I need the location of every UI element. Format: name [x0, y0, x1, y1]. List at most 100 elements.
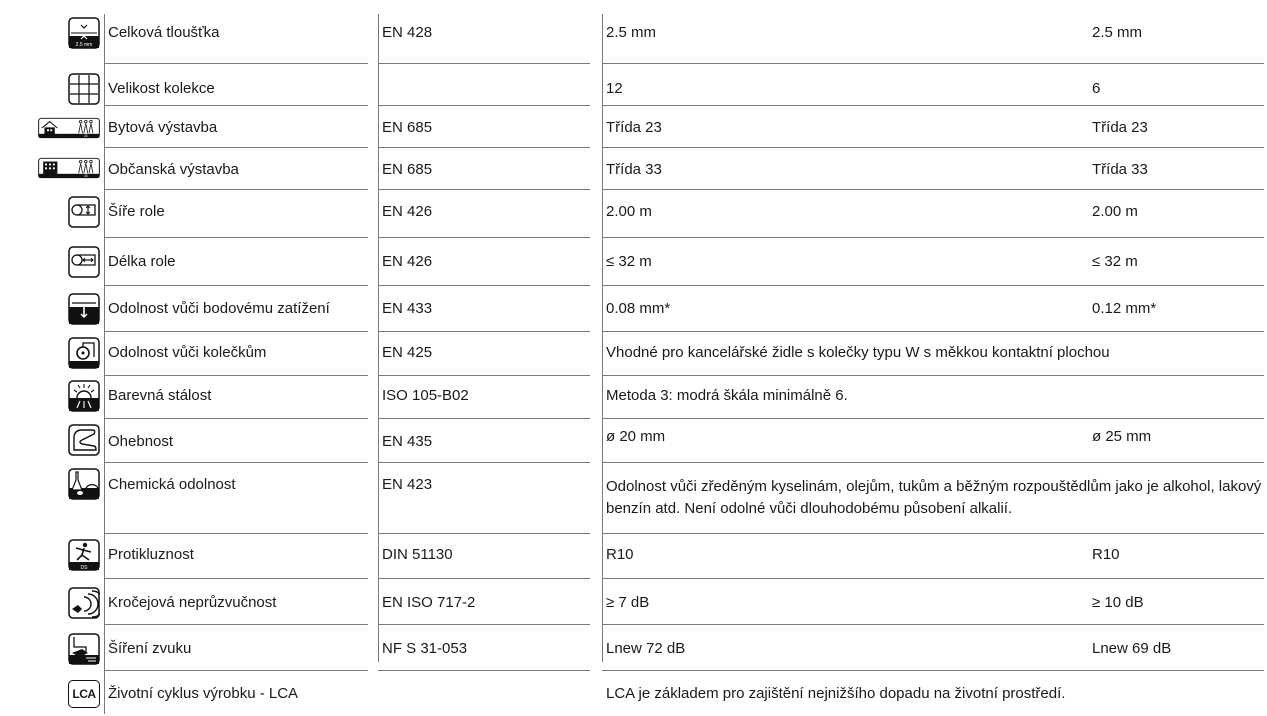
table-row: 33 Občanská výstavba EN 685 Třída 33 Tří… [0, 150, 1267, 186]
property-label: Bytová výstavba [108, 119, 218, 136]
norm-value: EN 425 [382, 344, 433, 361]
property-label: Protikluznost [108, 546, 194, 563]
value-variant-2: 0.12 mm* [1092, 300, 1157, 317]
value-variant-1: Třída 33 [606, 161, 662, 178]
commercial-class-label: 33 [84, 174, 88, 178]
row-divider [378, 670, 590, 671]
value-variant-2: Lnew 69 dB [1092, 640, 1172, 657]
table-row: Velikost kolekce 12 6 [0, 72, 1267, 106]
row-divider [378, 63, 590, 64]
property-label: Chemická odolnost [108, 476, 236, 493]
value-variant-2: ø 25 mm [1092, 428, 1152, 445]
property-label: Šíře role [108, 203, 165, 220]
column-divider [378, 14, 379, 662]
norm-value: NF S 31-053 [382, 640, 468, 657]
table-row: Šíře role EN 426 2.00 m 2.00 m [0, 194, 1267, 230]
table-row: Délka role EN 426 ≤ 32 m ≤ 32 m [0, 244, 1267, 280]
row-divider [602, 105, 1264, 106]
row-divider [602, 237, 1264, 238]
row-divider [602, 375, 1264, 376]
row-divider [602, 63, 1264, 64]
table-row: Šíření zvuku NF S 31-053 Lnew 72 dB Lnew… [0, 630, 1267, 668]
value-variant-2: 6 [1092, 80, 1101, 97]
impact-sound-icon [38, 584, 100, 622]
row-divider [104, 533, 368, 534]
row-divider [378, 624, 590, 625]
value-note: Odolnost vůči zředěným kyselinám, olejům… [606, 478, 1262, 517]
thickness-icon: 2.5 mm [38, 14, 100, 52]
lca-icon: LCA [38, 676, 100, 712]
value-variant-1: 2.00 m [606, 203, 652, 220]
row-divider [104, 63, 368, 64]
row-divider [104, 418, 368, 419]
table-row: 2.5 mm Celková tloušťka EN 428 2.5 mm 2.… [0, 14, 1267, 52]
norm-value: EN 426 [382, 253, 433, 270]
norm-value: EN 423 [382, 476, 433, 493]
row-divider [104, 375, 368, 376]
flexibility-icon [38, 422, 100, 458]
property-label: Délka role [108, 253, 176, 270]
row-divider [104, 462, 368, 463]
row-divider [104, 285, 368, 286]
property-label: Odolnost vůči bodovému zatížení [108, 300, 330, 317]
row-divider [602, 462, 1264, 463]
property-label: Šíření zvuku [108, 640, 192, 657]
property-label: Barevná stálost [108, 387, 212, 404]
row-divider [378, 285, 590, 286]
roll-width-icon [38, 194, 100, 230]
row-divider [104, 147, 368, 148]
property-label: Odolnost vůči kolečkům [108, 344, 267, 361]
value-variant-1: ø 20 mm [606, 428, 666, 445]
value-variant-2: R10 [1092, 546, 1120, 563]
norm-value: EN 426 [382, 203, 433, 220]
point-load-icon [38, 290, 100, 328]
row-divider [378, 375, 590, 376]
value-note: Metoda 3: modrá škála minimálně 6. [606, 387, 848, 404]
value-variant-2: 2.00 m [1092, 203, 1138, 220]
row-divider [602, 285, 1264, 286]
value-variant-2: ≤ 32 m [1092, 253, 1138, 270]
row-divider [378, 237, 590, 238]
property-label: Celková tloušťka [108, 24, 220, 41]
light-fastness-icon [38, 378, 100, 414]
column-divider [104, 14, 105, 714]
chemical-resistance-icon [38, 466, 100, 502]
row-divider [602, 578, 1264, 579]
value-variant-1: Třída 23 [606, 119, 662, 136]
row-divider [104, 237, 368, 238]
row-divider [104, 578, 368, 579]
table-row: Ohebnost EN 435 ø 20 mm ø 25 mm [0, 422, 1267, 458]
norm-value: EN ISO 717-2 [382, 594, 476, 611]
row-divider [104, 189, 368, 190]
property-label: Životní cyklus výrobku - LCA [108, 685, 299, 702]
value-variant-1: R10 [606, 546, 634, 563]
norm-value: EN 435 [382, 433, 433, 450]
value-variant-1: Lnew 72 dB [606, 640, 686, 657]
table-row: Odolnost vůči kolečkům EN 425 Vhodné pro… [0, 334, 1267, 372]
value-variant-2: Třída 23 [1092, 119, 1148, 136]
roll-length-icon [38, 244, 100, 280]
row-divider [602, 670, 1264, 671]
table-row: Barevná stálost ISO 105-B02 Metoda 3: mo… [0, 378, 1267, 414]
norm-value: DIN 51130 [382, 546, 453, 563]
norm-value: EN 428 [382, 24, 433, 41]
row-divider [602, 624, 1264, 625]
row-divider [602, 418, 1264, 419]
property-label: Ohebnost [108, 433, 174, 450]
slip-resistance-icon: DS [38, 536, 100, 574]
value-variant-1: 2.5 mm [606, 24, 657, 41]
value-variant-1: ≥ 7 dB [606, 594, 650, 611]
slip-icon-label: DS [81, 565, 89, 571]
row-divider [602, 189, 1264, 190]
value-variant-1: 0.08 mm* [606, 300, 671, 317]
table-row: Chemická odolnost EN 423 Odolnost vůči z… [0, 466, 1267, 530]
value-variant-2: 2.5 mm [1092, 24, 1143, 41]
value-variant-1: ≤ 32 m [606, 253, 652, 270]
property-label: Velikost kolekce [108, 80, 215, 97]
collection-grid-icon [38, 72, 100, 106]
row-divider [378, 578, 590, 579]
row-divider [602, 331, 1264, 332]
value-variant-2: ≥ 10 dB [1092, 594, 1144, 611]
row-divider [602, 147, 1264, 148]
